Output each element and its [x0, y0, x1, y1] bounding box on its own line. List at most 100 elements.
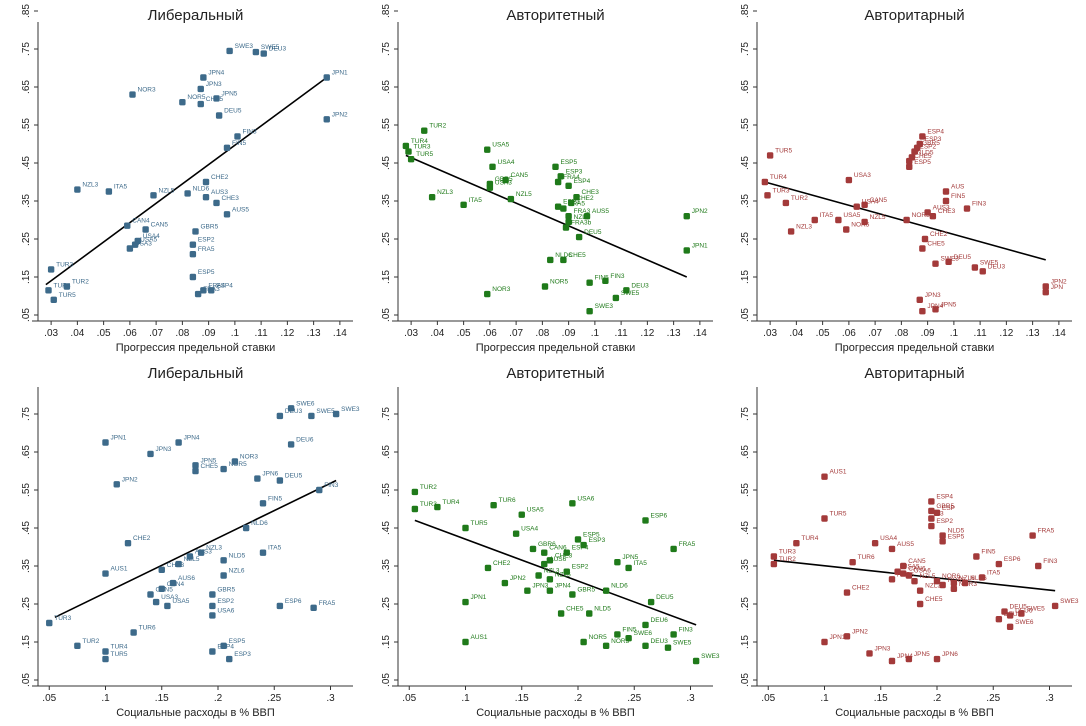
data-point	[546, 587, 554, 594]
panel-3: Авторитарный .03 .04 .05 .06 .07 .08 .09 .1 .11 .1…	[740, 4, 1072, 354]
point-label: NLD6	[251, 520, 268, 527]
point-label: NOR3	[959, 581, 977, 588]
point-label: USA5	[903, 564, 920, 571]
x-tick-label: .04	[430, 328, 444, 339]
point-label: NZL5	[870, 214, 886, 221]
data-point	[518, 511, 525, 518]
point-label: USA6	[217, 607, 234, 614]
point-label: USA6	[914, 568, 931, 575]
data-point	[614, 631, 621, 638]
point-label: NZL5	[184, 556, 200, 563]
x-tick-label: .08	[175, 328, 189, 339]
data-point	[402, 142, 410, 150]
x-tick-label: .3	[1045, 693, 1054, 704]
point-label: USA5	[172, 598, 189, 605]
point-label: ESP4	[574, 178, 591, 185]
data-point	[489, 163, 496, 170]
data-point	[147, 450, 154, 458]
data-point	[541, 549, 548, 556]
point-label: NZL5	[159, 187, 175, 194]
data-point	[563, 549, 570, 556]
point-label: TUR4	[411, 138, 428, 145]
point-label: GBR5	[577, 587, 595, 594]
point-label: CAN5	[156, 587, 174, 594]
point-label: NZL3	[796, 223, 812, 230]
data-point	[129, 91, 136, 98]
point-label: FIN3	[243, 128, 257, 135]
x-axis-label: Прогрессия предельной ставки	[116, 342, 276, 354]
x-tick-label: .14	[1052, 328, 1066, 339]
point-label: USA4	[862, 199, 879, 206]
point-label: CHE3	[938, 208, 956, 215]
data-point	[124, 222, 131, 229]
data-point	[179, 99, 186, 106]
y-tick-label: .15	[381, 635, 392, 649]
x-axis-label: Прогрессия предельной ставки	[835, 342, 995, 354]
data-point	[888, 576, 896, 583]
point-label: ESP5	[561, 159, 578, 166]
point-label: DEU5	[656, 594, 674, 601]
y-tick-label: .05	[381, 308, 392, 322]
data-point	[541, 560, 548, 568]
point-label: JPN1	[111, 435, 127, 442]
data-point	[74, 642, 81, 649]
data-point	[888, 657, 896, 665]
point-label: JPN2	[510, 575, 526, 582]
point-label: JPN5	[941, 301, 957, 308]
data-point	[602, 587, 610, 594]
data-point	[871, 540, 879, 547]
data-point	[200, 287, 207, 294]
point-label: ITA5	[820, 212, 834, 219]
y-tick-label: .65	[740, 445, 751, 459]
panel-title: Авторитетный	[506, 365, 604, 382]
data-point	[911, 578, 918, 585]
y-tick-label: .75	[21, 42, 32, 56]
data-point	[223, 211, 231, 218]
data-point	[502, 176, 509, 184]
point-label: CAN5	[870, 197, 888, 204]
x-tick-label: .06	[842, 328, 856, 339]
x-tick-label: .15	[874, 693, 888, 704]
x-tick-label: .11	[974, 328, 988, 339]
point-label: L3	[936, 511, 944, 518]
point-label: USA5	[843, 212, 860, 219]
y-tick-label: .45	[381, 521, 392, 535]
data-point	[462, 598, 469, 606]
point-label: SWE6	[634, 630, 653, 637]
point-label: JPN1	[332, 70, 348, 77]
x-tick-label: .13	[667, 328, 681, 339]
point-label: AUS1	[471, 634, 488, 641]
point-label: NZL5	[555, 571, 571, 578]
point-label: TUR3	[414, 144, 431, 151]
panel-title: Авторитарный	[864, 365, 964, 382]
data-point	[220, 642, 227, 649]
point-label: ESP4	[572, 545, 589, 552]
x-axis-label: Социальные расходы в % ВВП	[835, 707, 994, 719]
data-point	[565, 182, 572, 189]
data-point	[113, 481, 120, 488]
data-point	[175, 439, 182, 446]
y-tick-label: .75	[740, 42, 751, 56]
point-label: ESP5	[229, 638, 246, 645]
x-tick-label: .09	[562, 328, 576, 339]
data-point	[202, 194, 210, 201]
point-label: SWE3	[235, 43, 254, 50]
data-point	[932, 260, 939, 267]
y-tick-label: .45	[740, 521, 751, 535]
data-point	[853, 203, 860, 210]
point-label: CHE3	[582, 189, 600, 196]
data-point	[568, 199, 575, 207]
x-tick-label: .05	[761, 693, 775, 704]
point-label: USA3	[135, 241, 152, 248]
point-label: CHE2	[930, 231, 948, 238]
data-point	[612, 294, 620, 302]
point-label: CHE5	[566, 606, 584, 613]
point-label: CAN5	[151, 222, 169, 229]
point-label: FRA5	[1038, 528, 1055, 535]
data-point	[252, 48, 260, 56]
point-label: USA4	[498, 159, 515, 166]
point-label: DEU5	[285, 473, 303, 480]
data-point	[562, 224, 570, 231]
data-point	[308, 412, 315, 420]
x-tick-label: .11	[615, 328, 629, 339]
